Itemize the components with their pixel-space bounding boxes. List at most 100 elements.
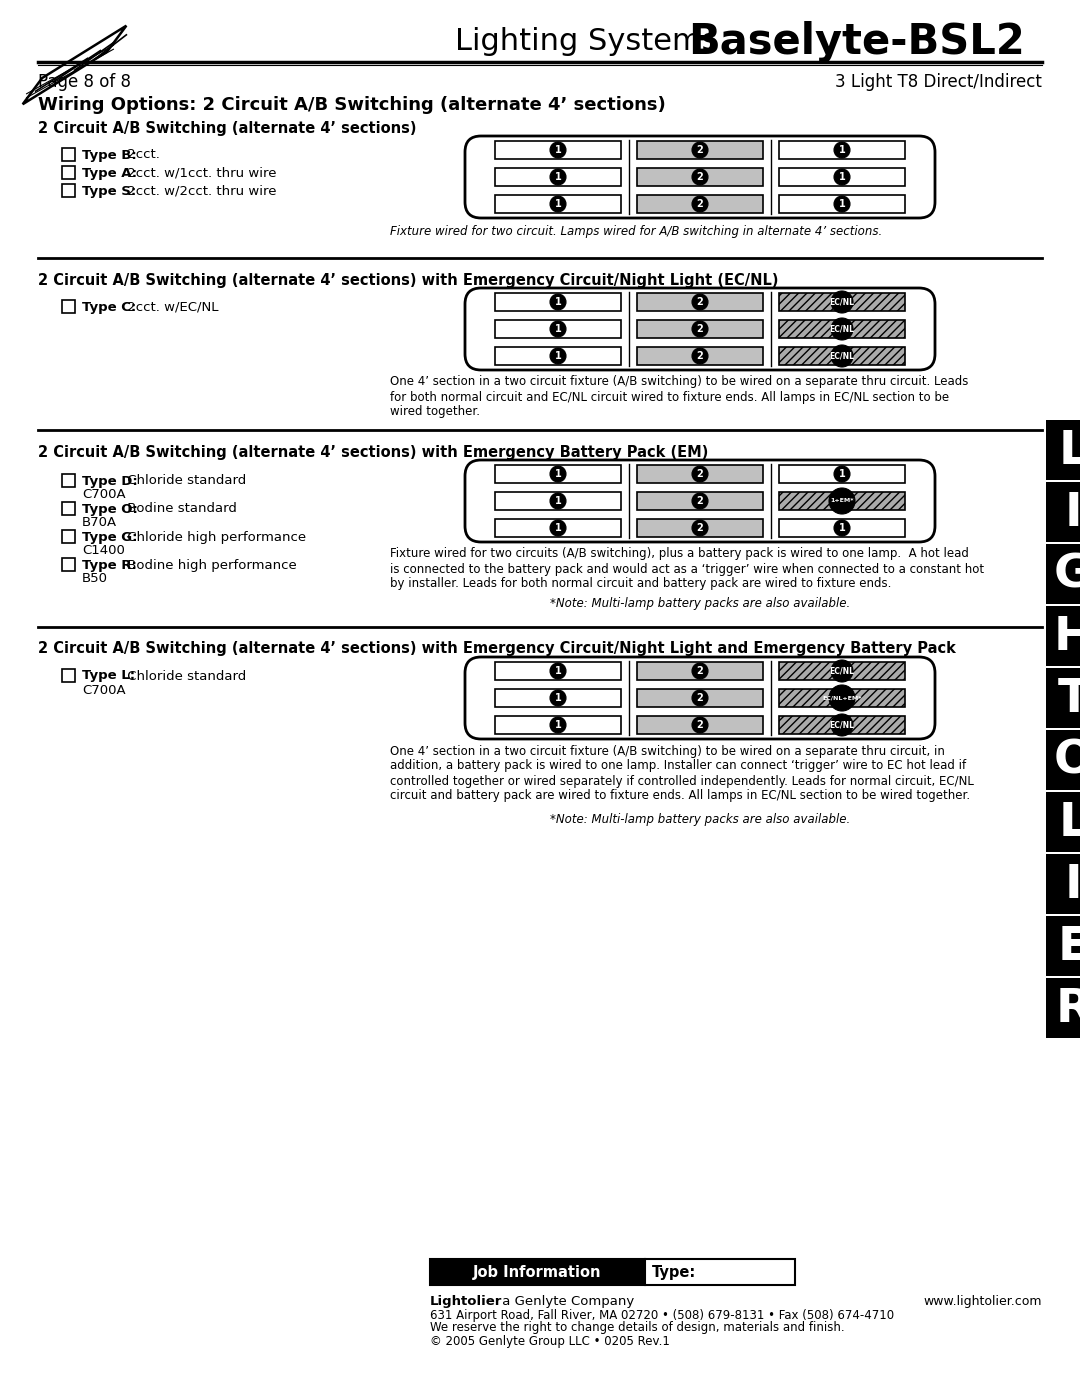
Bar — [1047, 606, 1080, 666]
Bar — [62, 148, 75, 161]
Bar — [637, 320, 762, 338]
Text: 3 Light T8 Direct/Indirect: 3 Light T8 Direct/Indirect — [835, 73, 1042, 91]
Text: 2: 2 — [697, 719, 703, 731]
Circle shape — [550, 493, 566, 509]
Text: Page 8 of 8: Page 8 of 8 — [38, 73, 131, 91]
Bar — [637, 717, 762, 733]
Text: 2: 2 — [697, 666, 703, 676]
Bar — [62, 300, 75, 313]
Circle shape — [834, 142, 850, 158]
Bar — [62, 184, 75, 197]
Text: 1: 1 — [555, 469, 562, 479]
Text: I: I — [1065, 490, 1080, 535]
Text: 1: 1 — [555, 351, 562, 360]
Bar — [637, 662, 762, 680]
Text: 2: 2 — [697, 198, 703, 210]
Bar — [637, 293, 762, 312]
Bar — [62, 474, 75, 488]
Bar — [62, 166, 75, 179]
Text: 1: 1 — [555, 666, 562, 676]
Bar — [62, 529, 75, 543]
Circle shape — [550, 293, 566, 310]
Bar — [779, 293, 905, 312]
Bar — [779, 520, 905, 536]
Text: 2: 2 — [697, 351, 703, 360]
Text: One 4’ section in a two circuit fixture (A/B switching) to be wired on a separat: One 4’ section in a two circuit fixture … — [390, 376, 969, 388]
FancyBboxPatch shape — [465, 288, 935, 370]
Bar — [495, 293, 621, 312]
Circle shape — [550, 321, 566, 337]
Text: EC/NL+EM*: EC/NL+EM* — [822, 696, 862, 700]
Text: Type G:: Type G: — [82, 531, 137, 543]
Bar — [495, 689, 621, 707]
Text: 1: 1 — [555, 496, 562, 506]
Bar — [637, 520, 762, 536]
Circle shape — [692, 467, 708, 482]
Circle shape — [829, 685, 855, 711]
Text: 1: 1 — [555, 719, 562, 731]
Circle shape — [831, 659, 853, 682]
Circle shape — [831, 345, 853, 367]
Bar — [1047, 792, 1080, 852]
Bar — [779, 662, 905, 680]
Text: a Genlyte Company: a Genlyte Company — [498, 1295, 634, 1308]
Circle shape — [550, 348, 566, 365]
Text: Job Information: Job Information — [473, 1264, 602, 1280]
Text: 2: 2 — [697, 145, 703, 155]
Text: 2: 2 — [697, 324, 703, 334]
Text: Type O:: Type O: — [82, 503, 138, 515]
Text: 2: 2 — [697, 496, 703, 506]
Text: Fixture wired for two circuits (A/B switching), plus a battery pack is wired to : Fixture wired for two circuits (A/B swit… — [390, 548, 969, 560]
Text: Type R:: Type R: — [82, 559, 137, 571]
Text: 2: 2 — [697, 172, 703, 182]
Text: 1: 1 — [555, 324, 562, 334]
Text: addition, a battery pack is wired to one lamp. Installer can connect ‘trigger’ w: addition, a battery pack is wired to one… — [390, 760, 967, 773]
Bar — [62, 669, 75, 682]
Circle shape — [692, 321, 708, 337]
Text: wired together.: wired together. — [390, 405, 480, 419]
Circle shape — [834, 169, 850, 184]
Bar — [495, 196, 621, 212]
Text: L: L — [1058, 800, 1080, 845]
Text: T: T — [1057, 676, 1080, 721]
Text: Wiring Options: 2 Circuit A/B Switching (alternate 4’ sections): Wiring Options: 2 Circuit A/B Switching … — [38, 96, 665, 115]
Bar — [1047, 916, 1080, 977]
Circle shape — [550, 520, 566, 536]
Text: Type A:: Type A: — [82, 166, 137, 179]
Text: 1: 1 — [555, 145, 562, 155]
Text: 2 Circuit A/B Switching (alternate 4’ sections) with Emergency Battery Pack (EM): 2 Circuit A/B Switching (alternate 4’ se… — [38, 444, 708, 460]
Text: Lightolier: Lightolier — [430, 1295, 502, 1308]
Bar — [1047, 978, 1080, 1038]
Bar — [62, 557, 75, 571]
Circle shape — [550, 142, 566, 158]
Text: 1: 1 — [555, 522, 562, 534]
Text: H: H — [1054, 615, 1080, 659]
Text: C1400: C1400 — [82, 543, 125, 556]
Bar — [1047, 854, 1080, 914]
Text: 2cct. w/2cct. thru wire: 2cct. w/2cct. thru wire — [123, 184, 276, 197]
Text: 1: 1 — [555, 172, 562, 182]
Text: Fixture wired for two circuit. Lamps wired for A/B switching in alternate 4’ sec: Fixture wired for two circuit. Lamps wir… — [390, 225, 882, 239]
Text: 2: 2 — [697, 469, 703, 479]
Bar — [779, 196, 905, 212]
Bar — [495, 141, 621, 159]
Text: EC/NL: EC/NL — [829, 298, 854, 306]
Text: *Note: Multi-lamp battery packs are also available.: *Note: Multi-lamp battery packs are also… — [550, 813, 850, 826]
Bar — [779, 141, 905, 159]
Text: controlled together or wired separately if controlled independently. Leads for n: controlled together or wired separately … — [390, 774, 974, 788]
Circle shape — [692, 348, 708, 365]
Text: EC/NL: EC/NL — [829, 352, 854, 360]
Text: 1: 1 — [555, 198, 562, 210]
Text: for both normal circuit and EC/NL circuit wired to fixture ends. All lamps in EC: for both normal circuit and EC/NL circui… — [390, 391, 949, 404]
Bar — [637, 196, 762, 212]
Bar — [1047, 543, 1080, 604]
Circle shape — [829, 488, 855, 514]
Bar — [495, 492, 621, 510]
Circle shape — [550, 196, 566, 212]
Circle shape — [550, 717, 566, 733]
Bar — [779, 320, 905, 338]
Bar — [779, 689, 905, 707]
Text: We reserve the right to change details of design, materials and finish.: We reserve the right to change details o… — [430, 1322, 845, 1334]
Circle shape — [692, 142, 708, 158]
Circle shape — [831, 319, 853, 339]
